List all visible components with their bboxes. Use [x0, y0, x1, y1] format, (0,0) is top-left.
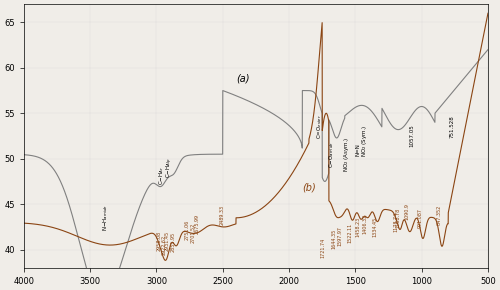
- Text: 2851.95: 2851.95: [171, 232, 176, 252]
- Text: 1458.23: 1458.23: [356, 217, 361, 237]
- Text: 1721.74: 1721.74: [321, 238, 326, 258]
- Text: 751.528: 751.528: [450, 115, 454, 138]
- Text: 2958.08: 2958.08: [156, 231, 162, 251]
- Text: (b): (b): [302, 182, 316, 193]
- Text: 2931.45: 2931.45: [164, 231, 170, 251]
- Text: 847.352: 847.352: [437, 205, 442, 225]
- Text: N=N: N=N: [356, 143, 360, 156]
- Text: 1522.11: 1522.11: [348, 223, 352, 243]
- Text: 2922.62: 2922.62: [162, 235, 166, 255]
- Text: 2675.99: 2675.99: [194, 214, 200, 234]
- Text: N$-$H$_{amide}$: N$-$H$_{amide}$: [101, 204, 110, 231]
- Text: 1158.78: 1158.78: [396, 208, 400, 228]
- Text: C$-$H$_{Ar}$: C$-$H$_{Ar}$: [158, 166, 166, 185]
- Text: 991.087: 991.087: [418, 208, 423, 228]
- Text: 1057.05: 1057.05: [409, 125, 414, 147]
- Text: (a): (a): [236, 73, 250, 84]
- Text: 1644.35: 1644.35: [332, 229, 336, 249]
- Text: 2751.06: 2751.06: [184, 220, 190, 240]
- Text: 1178.74: 1178.74: [393, 212, 398, 233]
- Text: 1090.9: 1090.9: [404, 203, 409, 220]
- Text: 1334.45: 1334.45: [372, 217, 378, 237]
- Text: 1406.32: 1406.32: [363, 214, 368, 234]
- Text: C$-$H$_{Alp}$: C$-$H$_{Alp}$: [165, 157, 175, 178]
- Text: NO$_2$ (Sym.): NO$_2$ (Sym.): [360, 124, 370, 157]
- Text: 1597.97: 1597.97: [338, 226, 342, 246]
- Text: 2701.52: 2701.52: [190, 223, 196, 243]
- Text: C=O$_{ester}$: C=O$_{ester}$: [316, 115, 324, 139]
- Text: NO$_2$ (Asym.): NO$_2$ (Asym.): [342, 136, 350, 172]
- Text: 2489.33: 2489.33: [219, 205, 224, 225]
- Text: C$-$O$_{amide}$: C$-$O$_{amide}$: [327, 141, 336, 168]
